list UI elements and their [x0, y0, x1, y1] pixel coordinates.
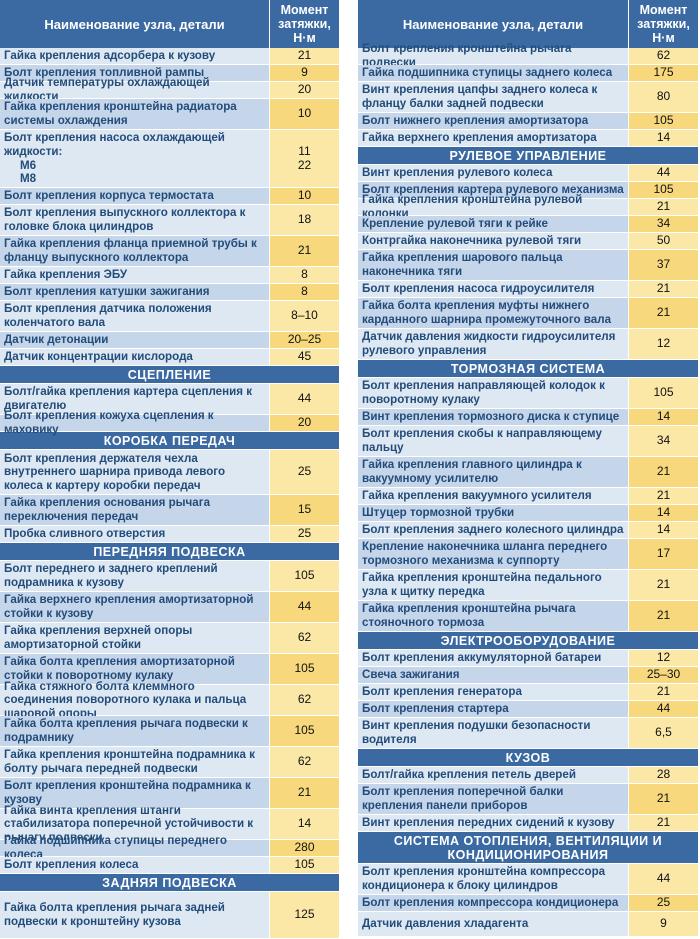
- table-row: Винт крепления передних сидений к кузову…: [358, 815, 698, 832]
- table-row: Датчик концентрации кислорода 45: [0, 349, 339, 366]
- table-row: Датчик давления жидкости гидроусилителя …: [358, 329, 698, 360]
- table-row: Гайка крепления фланца приемной трубы к …: [0, 236, 339, 267]
- table-row: Гайка крепления ЭБУ 8: [0, 267, 339, 284]
- table-row: Болт крепления корпуса термостата 10: [0, 188, 339, 205]
- table-row: Болт переднего и заднего креплений подра…: [0, 561, 339, 592]
- table-row: Гайка стяжного болта клеммного соединени…: [0, 680, 339, 720]
- section-heading: ЭЛЕКТРООБОРУДОВАНИЕ: [358, 632, 698, 650]
- table-row: Крепление рулевой тяги к рейке 34: [358, 216, 698, 233]
- table-header: Наименование узла, детали Момент затяжки…: [358, 0, 698, 48]
- table-row: Датчик детонации 20–25: [0, 332, 339, 349]
- table-row: Свеча зажигания 25–30: [358, 667, 698, 684]
- table-row: Гайка крепления кронштейна рулевой колон…: [358, 193, 698, 220]
- section-heading: СЦЕПЛЕНИЕ: [0, 366, 339, 384]
- table-row: Гайка крепления верхней опоры амортизато…: [0, 623, 339, 654]
- table-row: Болт крепления топливной рампы 9: [0, 65, 339, 82]
- table-row: Болт крепления стартера 44: [358, 701, 698, 718]
- table-row: Болт крепления насоса охлаждающей жидкос…: [0, 130, 339, 188]
- left-table: Наименование узла, детали Момент затяжки…: [0, 0, 339, 939]
- section-heading: СИСТЕМА ОТОПЛЕНИЯ, ВЕНТИЛЯЦИИ И КОНДИЦИО…: [358, 832, 698, 864]
- table-row: Болт крепления кожуха сцепления к махови…: [0, 409, 339, 436]
- table-row: Гайка подшипника ступицы заднего колеса 1…: [358, 65, 698, 82]
- table-row: Винт крепления рулевого колеса 44: [358, 165, 698, 182]
- table-row: Болт крепления кронштейна подрамника к к…: [0, 778, 339, 809]
- table-row: Гайка крепления кронштейна педального уз…: [358, 570, 698, 601]
- table-row: Датчик температуры охлаждающей жидкости 2…: [0, 76, 339, 103]
- table-row: Гайка крепления шарового пальца наконечн…: [358, 250, 698, 281]
- table-row: Контргайка наконечника рулевой тяги 50: [358, 233, 698, 250]
- table-row: Гайка крепления адсорбера к кузову 21: [0, 48, 339, 65]
- table-row: Гайка болта крепления рычага задней подв…: [0, 892, 339, 939]
- table-row: Болт/гайка крепления картера сцепления к…: [0, 384, 339, 415]
- table-row: Гайка верхнего крепления амортизаторной …: [0, 592, 339, 623]
- table-row: Гайка крепления кронштейна подрамника к …: [0, 747, 339, 778]
- table-row: Болт крепления направляющей колодок к по…: [358, 378, 698, 409]
- table-row: Датчик давления хладагента 9: [358, 912, 698, 937]
- header-value: Момент затяжки, Н·м: [278, 3, 331, 45]
- table-row: Болт нижнего крепления амортизатора 105: [358, 113, 698, 130]
- section-heading: РУЛЕВОЕ УПРАВЛЕНИЕ: [358, 147, 698, 165]
- table-row: Болт крепления аккумуляторной батареи 12: [358, 650, 698, 667]
- table-row: Болт крепления генератора 21: [358, 684, 698, 701]
- table-row: Гайка винта крепления штанги стабилизато…: [0, 804, 339, 844]
- section-heading: ТОРМОЗНАЯ СИСТЕМА: [358, 360, 698, 378]
- header-value: Момент затяжки, Н·м: [637, 3, 690, 45]
- table-row: Болт крепления заднего колесного цилиндр…: [358, 522, 698, 539]
- table-row: Болт крепления кронштейна рычага подвеск…: [358, 42, 698, 69]
- table-row: Болт крепления держателя чехла внутренне…: [0, 450, 339, 495]
- table-row: Гайка крепления кронштейна рычага стояно…: [358, 601, 698, 632]
- header-name: Наименование узла, детали: [0, 0, 270, 48]
- table-row: Болт крепления поперечной балки креплени…: [358, 784, 698, 815]
- table-row: Болт/гайка крепления петель дверей 28: [358, 767, 698, 784]
- table-row: Болт крепления кронштейна компрессора ко…: [358, 864, 698, 895]
- table-row: Крепление наконечника шланга переднего т…: [358, 539, 698, 570]
- table-row: Болт крепления картера рулевого механизм…: [358, 182, 698, 199]
- section-heading: ПЕРЕДНЯЯ ПОДВЕСКА: [0, 543, 339, 561]
- table-row: Гайка верхнего крепления амортизатора 14: [358, 130, 698, 147]
- table-row: Гайка крепления главного цилиндра к ваку…: [358, 457, 698, 488]
- table-row: Болт крепления колеса 105: [0, 857, 339, 874]
- table-row: Болт крепления датчика положения коленча…: [0, 301, 339, 332]
- table-row: Винт крепления тормозного диска к ступиц…: [358, 409, 698, 426]
- section-heading: КОРОБКА ПЕРЕДАЧ: [0, 432, 339, 450]
- table-header: Наименование узла, детали Момент затяжки…: [0, 0, 339, 48]
- table-row: Болт крепления компрессора кондиционера 2…: [358, 895, 698, 912]
- table-row: Гайка болта крепления рычага подвески к …: [0, 716, 339, 747]
- table-row: Болт крепления насоса гидроусилителя 21: [358, 281, 698, 298]
- table-row: Гайка крепления вакуумного усилителя 21: [358, 488, 698, 505]
- table-row: Винт крепления цапфы заднего колеса к фл…: [358, 82, 698, 113]
- table-row: Пробка сливного отверстия 25: [0, 526, 339, 543]
- table-row: Винт крепления подушки безопасности води…: [358, 718, 698, 749]
- section-heading: КУЗОВ: [358, 749, 698, 767]
- table-row: Гайка крепления основания рычага переклю…: [0, 495, 339, 526]
- header-name: Наименование узла, детали: [358, 0, 629, 48]
- right-table: Наименование узла, детали Момент затяжки…: [358, 0, 698, 937]
- table-row: Болт крепления катушки зажигания 8: [0, 284, 339, 301]
- table-row: Штуцер тормозной трубки 14: [358, 505, 698, 522]
- table-row: Гайка крепления кронштейна радиатора сис…: [0, 99, 339, 130]
- table-row: Болт крепления выпускного коллектора к г…: [0, 205, 339, 236]
- table-row: Гайка болта крепления муфты нижнего кард…: [358, 298, 698, 329]
- table-row: Гайка подшипника ступицы переднего колес…: [0, 834, 339, 861]
- section-heading: ЗАДНЯЯ ПОДВЕСКА: [0, 874, 339, 892]
- table-row: Болт крепления скобы к направляющему пал…: [358, 426, 698, 457]
- table-row: Гайка болта крепления амортизаторной сто…: [0, 654, 339, 685]
